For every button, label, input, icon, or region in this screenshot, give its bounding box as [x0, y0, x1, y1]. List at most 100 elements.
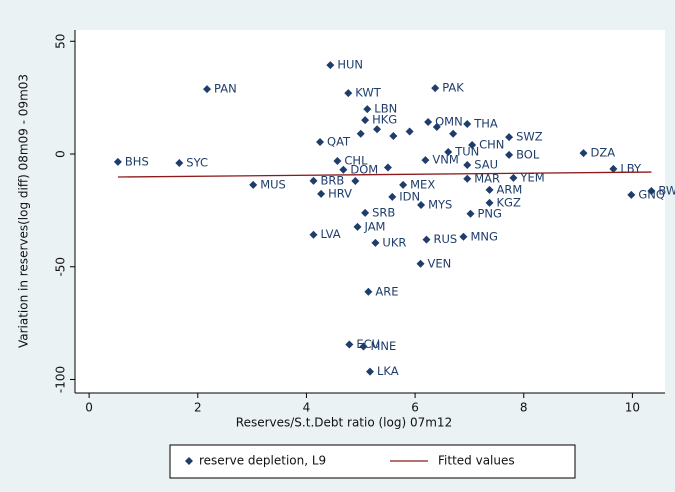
point — [371, 238, 380, 247]
point-label: PAK — [442, 81, 464, 95]
point-label: PNG — [478, 206, 502, 220]
point — [373, 125, 382, 134]
point-label: CHN — [479, 137, 504, 151]
point — [417, 200, 426, 209]
point — [431, 84, 440, 93]
point — [339, 165, 348, 174]
y-tick-label: -100 — [54, 366, 68, 393]
x-axis-title: Reserves/S.t.Debt ratio (log) 07m12 — [236, 416, 452, 430]
point — [463, 161, 472, 170]
point — [609, 164, 618, 173]
point-label: KGZ — [497, 195, 521, 209]
point-label: LBN — [374, 102, 397, 116]
point-label: VEN — [428, 256, 452, 270]
point-label: MYS — [428, 197, 452, 211]
point — [627, 190, 636, 199]
point-label: HKG — [372, 113, 397, 127]
point — [309, 176, 318, 185]
point — [364, 287, 373, 296]
point-label: GNQ — [638, 187, 665, 201]
point — [647, 186, 656, 195]
point-label: LVA — [320, 227, 340, 241]
y-axis-title: Variation in reserves(log diff) 08m09 - … — [17, 74, 31, 348]
x-tick-label: 2 — [194, 401, 202, 415]
point-label: BRB — [320, 173, 344, 187]
x-tick-label: 4 — [303, 401, 311, 415]
point — [113, 157, 122, 166]
point — [359, 342, 368, 351]
plot-area — [75, 30, 665, 393]
point-label: ARM — [497, 182, 523, 196]
point-label: DOM — [350, 162, 378, 176]
point-label: MNG — [470, 229, 497, 243]
point — [389, 131, 398, 140]
point-label: JAM — [364, 219, 386, 233]
point-label: IDN — [399, 189, 420, 203]
point — [422, 235, 431, 244]
point — [505, 133, 514, 142]
point-label: TUN — [454, 144, 479, 158]
point-label: MAR — [474, 171, 500, 185]
legend-label: Fitted values — [438, 454, 515, 468]
point — [449, 129, 458, 138]
point — [405, 127, 414, 136]
point — [309, 230, 318, 239]
x-tick-label: 8 — [520, 401, 528, 415]
point — [444, 147, 453, 156]
point — [416, 259, 425, 268]
point-label: SAU — [474, 158, 498, 172]
x-tick-label: 0 — [85, 401, 93, 415]
point-label: PAN — [214, 82, 237, 96]
point — [505, 150, 514, 159]
point — [175, 159, 184, 168]
point — [509, 173, 518, 182]
point — [366, 367, 374, 376]
point — [344, 89, 353, 98]
point — [249, 180, 258, 189]
point-label: DZA — [591, 146, 616, 160]
point — [463, 174, 472, 183]
point-label: OMN — [435, 114, 463, 128]
y-tick-label: -50 — [54, 257, 68, 277]
point — [463, 120, 472, 129]
point — [468, 140, 477, 149]
point-label: SWZ — [516, 130, 543, 144]
point-label: YEM — [519, 170, 544, 184]
point — [326, 61, 335, 70]
point — [421, 156, 430, 165]
point-label: THA — [473, 117, 498, 131]
point-label: LKA — [377, 364, 399, 378]
point — [388, 192, 397, 201]
point-label: RUS — [434, 232, 458, 246]
point — [361, 208, 370, 217]
point-label: ARE — [375, 284, 398, 298]
point-label: BHS — [125, 154, 149, 168]
point-label: BOL — [516, 147, 540, 161]
point — [459, 232, 468, 241]
legend-swatch — [185, 457, 193, 465]
point — [432, 122, 441, 131]
point-label: LBY — [620, 161, 642, 175]
point — [579, 149, 588, 158]
y-tick-label: 50 — [54, 34, 68, 49]
point — [466, 209, 475, 218]
legend-label: reserve depletion, L9 — [199, 454, 326, 468]
point — [361, 116, 370, 125]
point — [363, 105, 372, 114]
point — [424, 117, 433, 126]
point-label: CHL — [344, 153, 368, 167]
point-label: SRB — [372, 205, 395, 219]
point — [316, 138, 325, 147]
point-label: QAT — [327, 135, 351, 149]
x-tick-label: 6 — [411, 401, 419, 415]
point-label: MUS — [260, 177, 286, 191]
point — [203, 85, 212, 94]
point — [351, 177, 360, 186]
point-label: HUN — [337, 58, 363, 72]
point-label: BW — [658, 183, 675, 197]
point-label: MNE — [370, 339, 396, 353]
legend — [169, 444, 576, 479]
point — [356, 129, 365, 138]
x-tick-label: 10 — [625, 401, 640, 415]
